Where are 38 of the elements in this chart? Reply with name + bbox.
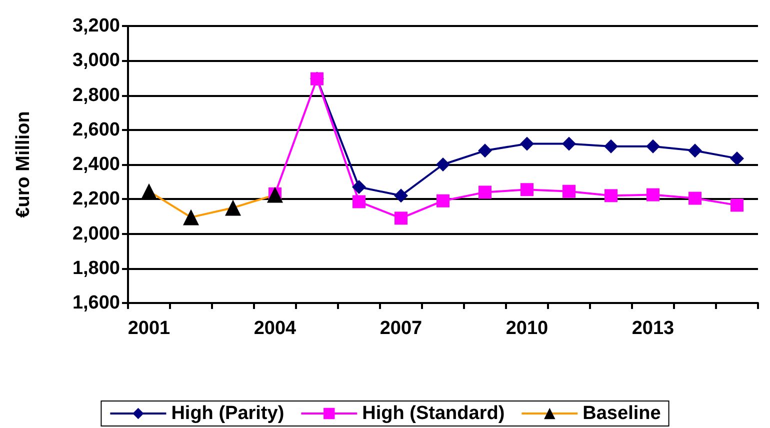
y-tick-label: 3,000	[72, 50, 120, 72]
x-tick-label: 2007	[380, 318, 422, 339]
point	[394, 188, 408, 203]
legend-label: High (Standard)	[362, 403, 505, 424]
point	[562, 136, 576, 151]
point	[730, 151, 744, 166]
x-tick-label: 2004	[254, 318, 297, 339]
x-tick-label: 2013	[632, 318, 674, 339]
point	[688, 192, 702, 205]
point	[352, 180, 366, 194]
point	[478, 144, 492, 158]
point	[730, 198, 744, 212]
point	[436, 194, 450, 208]
x-tick-label: 2010	[506, 318, 548, 339]
y-tick-label: 3,200	[72, 16, 120, 36]
point	[604, 189, 618, 202]
point	[436, 158, 450, 172]
y-tick-label: 2,600	[72, 119, 120, 140]
point	[646, 139, 660, 154]
legend-label: High (Parity)	[171, 403, 284, 424]
y-tick-label: 2,200	[72, 188, 120, 210]
y-tick-label: 2,800	[72, 84, 120, 106]
y-tick-label: 2,400	[72, 154, 120, 175]
y-tick-label: 1,800	[72, 258, 120, 279]
point	[604, 139, 618, 154]
point	[352, 195, 366, 208]
y-tick-label: 1,600	[72, 292, 120, 314]
legend-label: Baseline	[582, 403, 661, 424]
y-tick-label: 2,000	[72, 223, 120, 244]
point	[646, 188, 660, 202]
y-axis-title: €uro Million	[13, 111, 34, 218]
point	[562, 184, 576, 198]
point	[520, 183, 534, 196]
point	[478, 186, 492, 199]
point	[394, 212, 408, 225]
x-tick-label: 2001	[128, 318, 171, 339]
point	[520, 136, 534, 151]
point	[688, 144, 702, 158]
